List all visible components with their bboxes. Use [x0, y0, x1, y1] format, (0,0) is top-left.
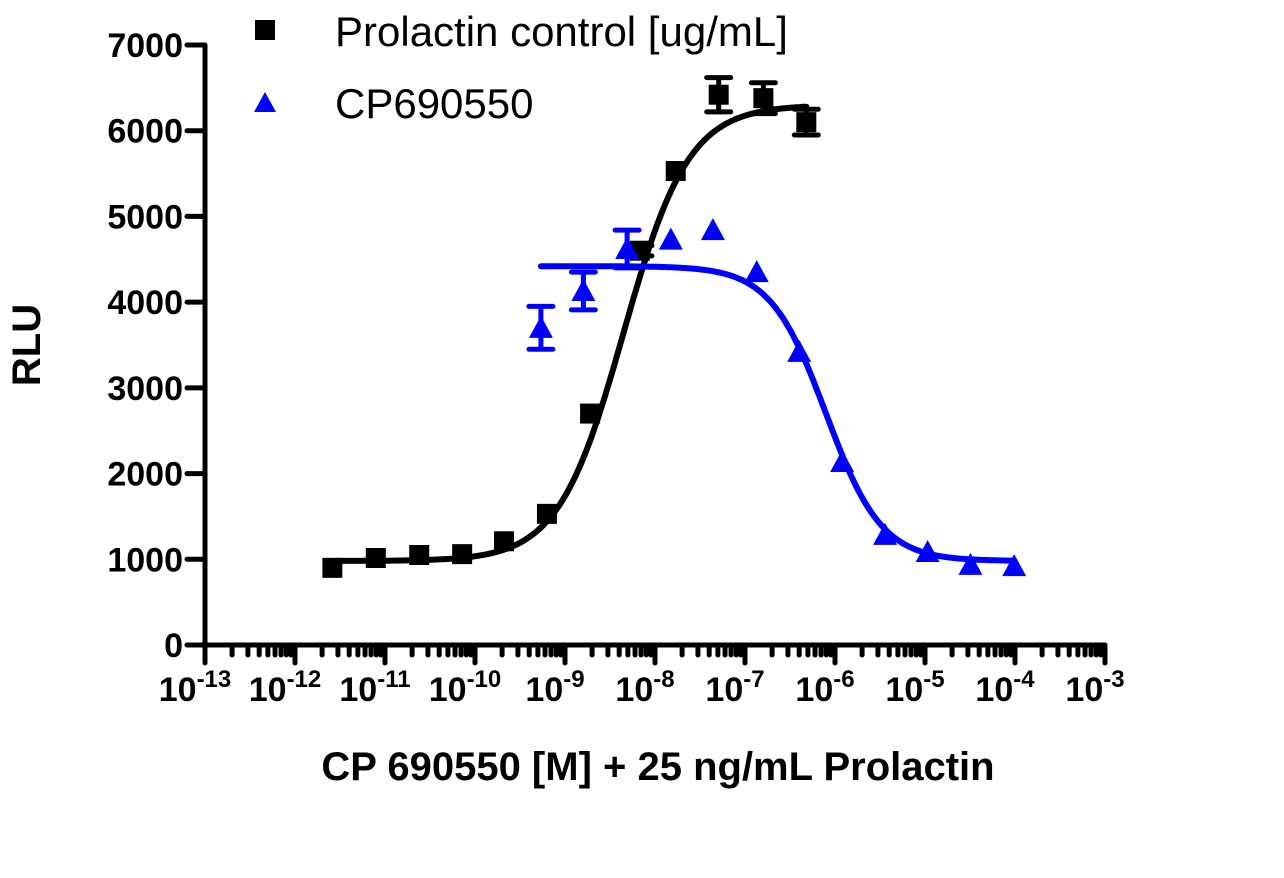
- data-point-square: [796, 112, 817, 133]
- y-tick-label: 5000: [107, 198, 183, 236]
- data-point-triangle: [700, 218, 725, 241]
- y-tick-label: 6000: [107, 113, 183, 151]
- legend-label-prolactin: Prolactin control [ug/mL]: [335, 8, 788, 55]
- y-axis-title: RLU: [5, 304, 49, 386]
- data-point-triangle: [744, 260, 769, 283]
- x-tick-label: 10-13: [159, 666, 232, 709]
- data-point-square: [452, 544, 473, 565]
- y-tick-label: 3000: [107, 370, 183, 408]
- data-point-triangle: [615, 237, 640, 259]
- data-point-triangle: [873, 522, 898, 545]
- data-point-square: [753, 88, 774, 109]
- data-point-square: [322, 557, 343, 578]
- x-tick-label: 10-12: [249, 666, 322, 709]
- x-tick-label: 10-10: [429, 666, 502, 709]
- data-point-triangle: [571, 279, 596, 301]
- data-point-square: [708, 84, 729, 105]
- data-point-triangle: [528, 315, 553, 338]
- data-point-triangle: [658, 227, 683, 250]
- x-tick-label: 10-11: [339, 666, 410, 709]
- y-tick-label: 7000: [107, 27, 183, 65]
- x-tick-label: 10-9: [525, 666, 584, 709]
- axes: 0 1000 2000 3000 4000 5000 6000 7000 10-13 10-12 1…: [107, 27, 1124, 709]
- y-tick-label: 4000: [107, 284, 183, 322]
- legend: Prolactin control [ug/mL] CP690550: [254, 8, 788, 127]
- legend-marker-square: [255, 20, 275, 40]
- data-point-square: [580, 403, 601, 424]
- fit-curve-prolactin: [329, 103, 810, 564]
- legend-marker-triangle: [254, 92, 276, 112]
- data-point-square: [409, 545, 430, 565]
- x-tick-label: 10-6: [795, 666, 854, 709]
- data-point-square: [365, 548, 386, 568]
- x-tick-label: 10-8: [615, 666, 674, 709]
- fit-curve-cp690550: [537, 263, 1018, 564]
- data-points: [322, 75, 1027, 578]
- legend-label-cp690550: CP690550: [335, 80, 534, 127]
- x-axis-title: CP 690550 [M] + 25 ng/mL Prolactin: [321, 745, 994, 789]
- data-point-triangle: [915, 540, 940, 562]
- data-point-triangle: [830, 450, 855, 472]
- data-point-triangle: [787, 339, 812, 362]
- y-tick-label: 2000: [107, 456, 183, 494]
- y-tick-label: 1000: [107, 541, 183, 579]
- x-tick-label: 10-3: [1065, 666, 1124, 709]
- data-point-square: [665, 161, 686, 181]
- data-point-triangle: [1002, 554, 1027, 577]
- y-tick-label: 0: [164, 627, 183, 665]
- x-tick-label: 10-4: [975, 666, 1035, 709]
- data-point-square: [536, 503, 557, 524]
- x-tick-label: 10-5: [885, 666, 944, 709]
- data-point-square: [493, 531, 514, 552]
- data-point-triangle: [958, 552, 983, 575]
- x-tick-label: 10-7: [705, 666, 764, 709]
